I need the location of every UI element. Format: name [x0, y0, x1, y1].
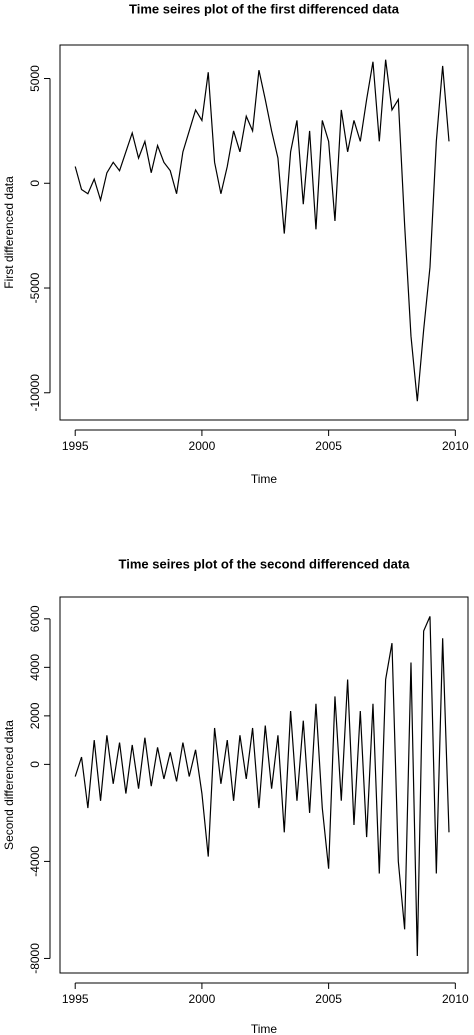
- chart-title: Time seires plot of the second differenc…: [119, 556, 411, 571]
- y-tick-label: 0: [28, 761, 42, 768]
- y-tick-label: 4000: [28, 654, 42, 681]
- y-tick-label: 0: [28, 180, 42, 187]
- y-tick-label: -10000: [28, 374, 42, 412]
- y-tick-label: 5000: [28, 65, 42, 92]
- series-line: [74, 616, 450, 957]
- x-tick-label: 1995: [62, 439, 89, 453]
- y-tick-label: -8000: [28, 943, 42, 974]
- series-line: [74, 59, 450, 402]
- plot-box: [59, 44, 469, 421]
- x-tick-label: 2000: [189, 992, 216, 1006]
- plot-box: [59, 596, 469, 974]
- y-tick-label: -5000: [28, 272, 42, 303]
- y-axis-label: Second differenced data: [2, 720, 16, 850]
- chart-title: Time seires plot of the first difference…: [129, 1, 400, 16]
- x-axis-label: Time: [251, 472, 278, 486]
- x-tick-label: 2000: [189, 439, 216, 453]
- x-axis-label: Time: [251, 1022, 278, 1035]
- x-tick-label: 1995: [62, 992, 89, 1006]
- y-tick-label: 2000: [28, 702, 42, 729]
- y-tick-label: -4000: [28, 846, 42, 877]
- y-tick-label: 6000: [28, 605, 42, 632]
- x-tick-label: 2005: [315, 992, 342, 1006]
- x-tick-label: 2010: [442, 439, 469, 453]
- y-axis-label: First differenced data: [2, 176, 16, 289]
- x-tick-label: 2010: [442, 992, 469, 1006]
- x-tick-label: 2005: [315, 439, 342, 453]
